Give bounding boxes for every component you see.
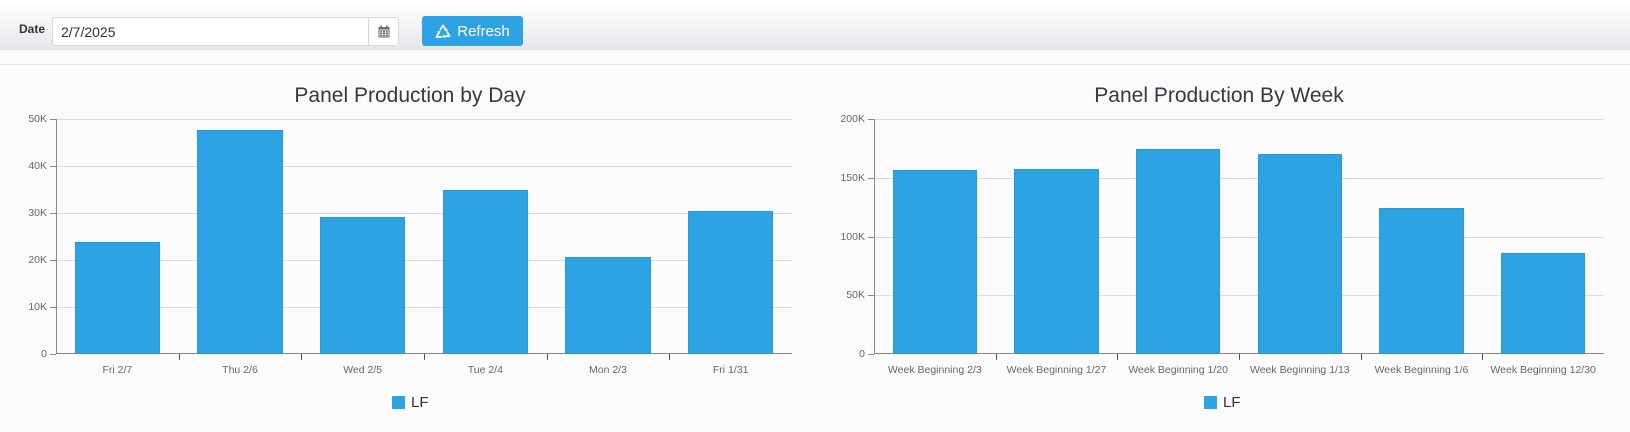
gridline [874,295,1604,297]
x-tick [1360,354,1362,360]
calendar-icon [378,25,389,38]
refresh-button[interactable]: Refresh [422,16,523,46]
y-tick [868,354,874,355]
x-tick-label: Week Beginning 1/13 [1250,364,1350,376]
y-tick-label: 50K [846,289,865,302]
y-tick-label: 0 [41,348,47,360]
bar[interactable] [892,169,978,354]
y-axis [874,119,875,354]
chart-title: Panel Production by Day [294,84,526,107]
x-tick [424,354,425,360]
chart-title: Panel Production By Week [1094,84,1344,107]
x-tick [546,354,548,360]
legend-swatch [392,396,405,409]
plot-area: 0 10K 20K 30K 40K 50K Fri 2/7 Thu 2/6 Wed 2/5 Tue… [28,113,792,376]
y-tick [50,354,56,355]
date-value[interactable]: 2/7/2025 [61,24,116,40]
gridline [874,236,1604,238]
bar[interactable] [1500,253,1586,354]
x-tick [1482,354,1484,360]
y-tick [868,177,874,179]
x-tick [995,354,997,360]
y-tick-label: 100K [840,230,865,243]
x-tick-label: Week Beginning 1/6 [1374,364,1469,376]
y-tick [50,119,56,120]
y-tick [868,295,874,297]
y-tick-label: 30K [28,207,47,219]
refresh-label: Refresh [457,22,510,40]
date-field[interactable]: 2/7/2025 [52,17,399,46]
bar[interactable] [197,129,283,354]
y-tick-label: 40K [28,160,47,172]
bar[interactable] [688,211,774,354]
y-tick-label: 150K [840,171,865,184]
legend[interactable]: LF [392,394,429,411]
divider [0,64,1630,65]
chart-by-week: Panel Production By Week 0 50K 100K 150K 200… [820,65,1630,432]
gridline [874,177,1604,179]
x-tick-label: Tue 2/4 [467,364,503,376]
legend[interactable]: LF [1204,394,1241,411]
legend-label: LF [411,394,429,411]
x-tick [178,354,180,360]
y-tick-label: 200K [840,113,865,125]
gridline [56,119,792,120]
x-tick-label: Week Beginning 1/20 [1128,364,1228,376]
bar[interactable] [320,217,406,354]
gridline [56,260,792,261]
y-tick-label: 0 [859,348,865,360]
legend-label: LF [1223,394,1241,411]
x-tick [1239,354,1240,360]
bar[interactable] [1135,148,1221,354]
y-tick-label: 10K [28,301,47,313]
bar[interactable] [1257,153,1343,354]
x-axis [56,353,792,354]
legend-swatch [1204,396,1217,409]
bar[interactable] [442,189,528,354]
x-tick-label: Week Beginning 1/27 [1006,364,1107,376]
calendar-button[interactable] [368,18,398,45]
date-label: Date [19,22,46,36]
toolbar: Date 2/7/2025 [0,0,1630,50]
y-tick [50,260,56,261]
y-tick [50,307,56,308]
bar[interactable] [1379,207,1464,354]
y-tick [50,166,56,167]
x-tick-label: Thu 2/6 [222,364,258,376]
gridline [874,119,1604,120]
gridline [56,166,792,167]
x-tick [301,354,303,360]
x-tick-label: Fri 2/7 [102,364,133,376]
x-tick-label: Mon 2/3 [589,364,627,376]
y-axis [56,119,57,354]
x-tick [1117,354,1119,360]
bar[interactable] [74,242,160,354]
bar[interactable] [565,257,651,354]
y-tick-label: 20K [28,254,47,266]
y-tick [50,213,56,214]
y-tick [868,119,874,120]
x-tick-label: Week Beginning 12/30 [1490,364,1596,376]
gridline [56,213,792,214]
recycle-icon [435,24,451,38]
chart-by-day: Panel Production by Day 0 10K 20K 30K 40K 50K… [0,65,820,432]
y-tick-label: 50K [28,113,47,125]
x-axis [874,353,1604,354]
plot-area: 0 50K 100K 150K 200K Week Beginning 2/3 Week B… [840,113,1604,376]
gridline [56,307,792,308]
bar[interactable] [1014,168,1099,354]
x-tick-label: Wed 2/5 [343,364,383,376]
y-tick [868,236,874,238]
x-tick-label: Week Beginning 2/3 [887,364,982,376]
x-tick-label: Fri 1/31 [712,364,749,376]
x-tick [669,354,671,360]
